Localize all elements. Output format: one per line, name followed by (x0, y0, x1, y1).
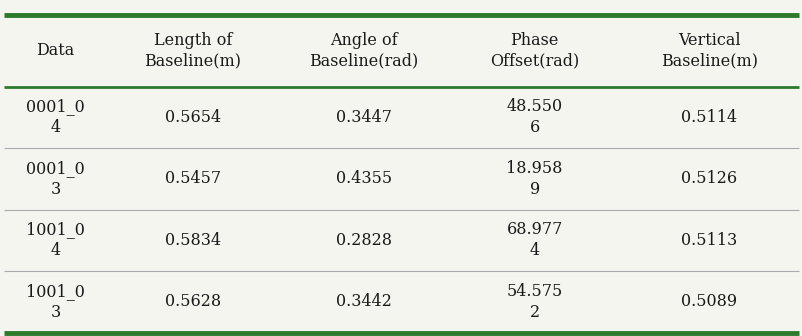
Text: 1001_0
3: 1001_0 3 (26, 283, 85, 321)
Text: 0.3442: 0.3442 (335, 293, 391, 310)
Text: Data: Data (37, 42, 75, 59)
Text: 54.575
2: 54.575 2 (506, 283, 562, 321)
Text: 0001_0
3: 0001_0 3 (26, 160, 85, 198)
Text: 0.5654: 0.5654 (164, 109, 221, 126)
Text: 0.5834: 0.5834 (164, 232, 221, 249)
Text: 0.5114: 0.5114 (681, 109, 737, 126)
Text: 0.5457: 0.5457 (164, 170, 221, 187)
Text: 0.4355: 0.4355 (335, 170, 391, 187)
Text: 0.5089: 0.5089 (681, 293, 737, 310)
Text: Vertical
Baseline(m): Vertical Baseline(m) (660, 32, 757, 70)
Text: 68.977
4: 68.977 4 (506, 221, 562, 259)
Text: Angle of
Baseline(rad): Angle of Baseline(rad) (309, 32, 418, 70)
Text: 18.958
9: 18.958 9 (506, 160, 562, 198)
Text: Length of
Baseline(m): Length of Baseline(m) (144, 32, 241, 70)
Text: 0001_0
4: 0001_0 4 (26, 98, 85, 136)
Text: Phase
Offset(rad): Phase Offset(rad) (489, 32, 578, 70)
Text: 48.550
6: 48.550 6 (506, 98, 562, 136)
Text: 1001_0
4: 1001_0 4 (26, 221, 85, 259)
Text: 0.5113: 0.5113 (681, 232, 737, 249)
Text: 0.5628: 0.5628 (164, 293, 221, 310)
Text: 0.2828: 0.2828 (335, 232, 391, 249)
Text: 0.3447: 0.3447 (335, 109, 391, 126)
Text: 0.5126: 0.5126 (681, 170, 737, 187)
